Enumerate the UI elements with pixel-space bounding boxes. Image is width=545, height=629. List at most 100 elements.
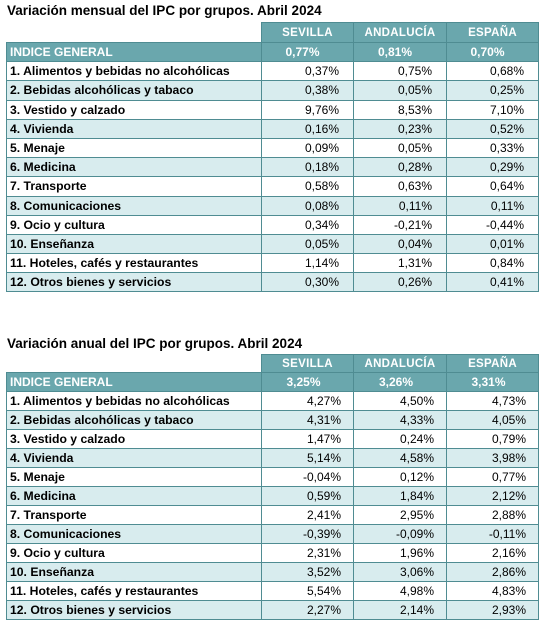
group-value: 9,76% <box>261 99 354 120</box>
column-header: SEVILLA <box>261 354 354 373</box>
group-value: 0,18% <box>261 157 354 178</box>
group-value: 2,27% <box>261 600 354 620</box>
general-index-value: 3,31% <box>446 372 539 392</box>
group-label: 12. Otros bienes y servicios <box>6 600 262 620</box>
group-value: 3,06% <box>353 562 447 582</box>
group-label: 10. Enseñanza <box>6 562 262 582</box>
group-label: 4. Vivienda <box>6 448 262 468</box>
general-index-value: 0,70% <box>446 41 539 63</box>
group-value: 0,30% <box>261 272 354 293</box>
group-value: 2,31% <box>261 543 354 563</box>
annual-ipc-table: SEVILLA ANDALUCÍA ESPAÑA INDICE GENERAL 3,25… <box>6 354 539 620</box>
group-value: 0,75% <box>353 61 447 82</box>
group-value: 4,50% <box>353 391 447 411</box>
group-label: 9. Ocio y cultura <box>6 543 262 563</box>
group-value: 4,73% <box>446 391 539 411</box>
group-value: 4,27% <box>261 391 354 411</box>
group-value: 2,16% <box>446 543 539 563</box>
group-value: 0,34% <box>261 214 354 235</box>
group-label: 11. Hoteles, cafés y restaurantes <box>6 253 262 274</box>
monthly-ipc-title: Variación mensual del IPC por grupos. Ab… <box>7 3 322 18</box>
column-header: ESPAÑA <box>446 354 539 373</box>
general-index-row: INDICE GENERAL 0,77% 0,81% 0,70% <box>6 41 539 63</box>
group-value: 0,08% <box>261 195 354 216</box>
group-value: 3,52% <box>261 562 354 582</box>
table-row: 6. Medicina 0,18% 0,28% 0,29% <box>6 157 539 178</box>
group-value: 1,96% <box>353 543 447 563</box>
table-row: 9. Ocio y cultura 2,31% 1,96% 2,16% <box>6 543 539 563</box>
group-label: 2. Bebidas alcohólicas y tabaco <box>6 410 262 430</box>
column-header: SEVILLA <box>261 22 354 43</box>
group-value: 2,86% <box>446 562 539 582</box>
group-value: 0,23% <box>353 118 447 139</box>
group-value: 0,41% <box>446 272 539 293</box>
group-value: 0,77% <box>446 467 539 487</box>
table-row: 4. Vivienda 0,16% 0,23% 0,52% <box>6 118 539 139</box>
table-row: 10. Enseñanza 3,52% 3,06% 2,86% <box>6 562 539 582</box>
table-row: 9. Ocio y cultura 0,34% -0,21% -0,44% <box>6 214 539 235</box>
group-value: 4,33% <box>353 410 447 430</box>
group-value: 0,16% <box>261 118 354 139</box>
general-index-value: 3,25% <box>261 372 354 392</box>
group-label: 6. Medicina <box>6 486 262 506</box>
column-header: ANDALUCÍA <box>353 22 447 43</box>
column-header: ANDALUCÍA <box>353 354 447 373</box>
group-value: -0,21% <box>353 214 447 235</box>
group-label: 3. Vestido y calzado <box>6 429 262 449</box>
group-value: 0,33% <box>446 137 539 159</box>
group-value: 0,59% <box>261 486 354 506</box>
group-value: 4,31% <box>261 410 354 430</box>
group-value: 2,41% <box>261 505 354 525</box>
table-row: 10. Enseñanza 0,05% 0,04% 0,01% <box>6 233 539 255</box>
group-value: -0,44% <box>446 214 539 235</box>
group-value: 0,11% <box>353 195 447 216</box>
group-value: 0,52% <box>446 118 539 139</box>
group-value: -0,09% <box>353 524 447 544</box>
group-value: 3,98% <box>446 448 539 468</box>
group-value: 0,11% <box>446 195 539 216</box>
group-value: 0,63% <box>353 176 447 197</box>
group-value: 0,26% <box>353 272 447 293</box>
table-header-row: SEVILLA ANDALUCÍA ESPAÑA <box>6 22 539 43</box>
table-row: 11. Hoteles, cafés y restaurantes 5,54% 4,… <box>6 581 539 601</box>
table-row: 12. Otros bienes y servicios 0,30% 0,26% 0,… <box>6 272 539 293</box>
group-label: 5. Menaje <box>6 137 262 159</box>
group-label: 7. Transporte <box>6 505 262 525</box>
group-label: 12. Otros bienes y servicios <box>6 272 262 293</box>
table-row: 3. Vestido y calzado 9,76% 8,53% 7,10% <box>6 99 539 120</box>
group-value: 2,88% <box>446 505 539 525</box>
group-value: 4,83% <box>446 581 539 601</box>
group-value: 0,05% <box>353 80 447 101</box>
table-row: 5. Menaje -0,04% 0,12% 0,77% <box>6 467 539 487</box>
table-row: 1. Alimentos y bebidas no alcohólicas 0,3… <box>6 61 539 82</box>
general-index-label: INDICE GENERAL <box>6 41 262 63</box>
group-value: 4,05% <box>446 410 539 430</box>
group-value: 0,58% <box>261 176 354 197</box>
group-value: 0,09% <box>261 137 354 159</box>
group-value: 1,31% <box>353 253 447 274</box>
group-label: 6. Medicina <box>6 157 262 178</box>
group-label: 8. Comunicaciones <box>6 524 262 544</box>
annual-ipc-title: Variación anual del IPC por grupos. Abri… <box>7 336 303 351</box>
group-value: 0,05% <box>353 137 447 159</box>
group-value: 4,58% <box>353 448 447 468</box>
group-label: 5. Menaje <box>6 467 262 487</box>
general-index-label: INDICE GENERAL <box>6 372 262 392</box>
header-blank-cell <box>6 354 262 373</box>
general-index-value: 3,26% <box>353 372 447 392</box>
table-row: 3. Vestido y calzado 1,47% 0,24% 0,79% <box>6 429 539 449</box>
group-label: 8. Comunicaciones <box>6 195 262 216</box>
table-row: 7. Transporte 2,41% 2,95% 2,88% <box>6 505 539 525</box>
group-value: 1,14% <box>261 253 354 274</box>
header-blank-cell <box>6 22 262 43</box>
general-index-value: 0,81% <box>353 41 447 63</box>
group-value: 0,28% <box>353 157 447 178</box>
group-value: 0,29% <box>446 157 539 178</box>
table-row: 8. Comunicaciones 0,08% 0,11% 0,11% <box>6 195 539 216</box>
monthly-ipc-table: SEVILLA ANDALUCÍA ESPAÑA INDICE GENERAL 0,77… <box>6 22 539 293</box>
column-header: ESPAÑA <box>446 22 539 43</box>
table-row: 4. Vivienda 5,14% 4,58% 3,98% <box>6 448 539 468</box>
group-value: 4,98% <box>353 581 447 601</box>
group-label: 1. Alimentos y bebidas no alcohólicas <box>6 391 262 411</box>
table-row: 7. Transporte 0,58% 0,63% 0,64% <box>6 176 539 197</box>
